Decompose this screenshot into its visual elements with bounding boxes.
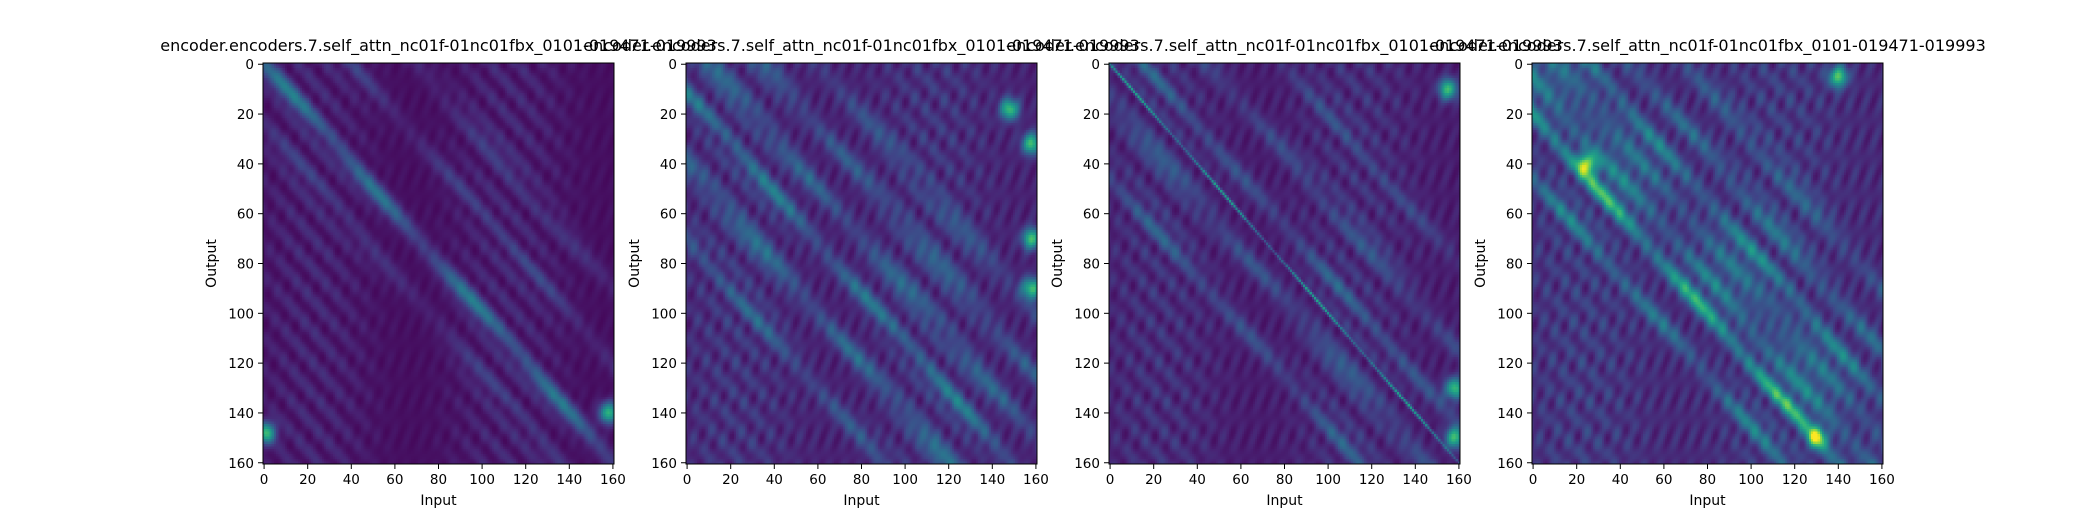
axes: 0 20 40 60 80 100 120 140 160 0 20 40 60 80 100 120 140 1… — [627, 57, 1049, 509]
y-tick-label: 60 — [660, 207, 677, 223]
x-tick-label: 120 — [513, 472, 539, 488]
x-tick-label: 120 — [1782, 472, 1808, 488]
y-tick-label: 20 — [1506, 107, 1523, 123]
y-tick-label: 120 — [228, 356, 254, 372]
heatmap-image — [1532, 63, 1883, 464]
x-tick-label: 100 — [1315, 472, 1341, 488]
y-tick-label: 100 — [1497, 306, 1523, 322]
heatmap-image — [686, 63, 1037, 464]
heatmap-panel-1: encoder.encoders.7.self_attn_nc01f-01nc0… — [0, 0, 717, 520]
y-tick-label: 100 — [1074, 306, 1100, 322]
x-tick-label: 140 — [1402, 472, 1428, 488]
x-tick-label: 40 — [1612, 472, 1629, 488]
x-tick-label: 40 — [766, 472, 783, 488]
heatmap-panel-3: encoder.encoders.7.self_attn_nc01f-01nc0… — [846, 0, 1563, 520]
y-tick-label: 80 — [1506, 257, 1523, 273]
y-axis-label: Output — [1050, 239, 1066, 288]
x-tick-label: 0 — [683, 472, 692, 488]
axes: 0 20 40 60 80 100 120 140 160 0 20 40 60 80 100 120 140 1… — [1473, 57, 1895, 509]
axes: 0 20 40 60 80 100 120 140 160 0 20 40 60 80 100 120 140 1… — [204, 57, 626, 509]
x-axis-label: Input — [420, 493, 457, 509]
y-tick-label: 20 — [1083, 107, 1100, 123]
x-tick-label: 60 — [1232, 472, 1249, 488]
y-tick-label: 160 — [228, 456, 254, 472]
chart-title: encoder.encoders.7.self_attn_nc01f-01nc0… — [583, 36, 1140, 55]
y-tick-label: 100 — [228, 306, 254, 322]
y-tick-label: 100 — [651, 306, 677, 322]
x-tick-label: 20 — [299, 472, 316, 488]
x-tick-label: 20 — [1145, 472, 1162, 488]
x-tick-label: 40 — [343, 472, 360, 488]
x-tick-label: 140 — [556, 472, 582, 488]
y-tick-label: 140 — [1497, 406, 1523, 422]
y-tick-label: 0 — [1091, 57, 1100, 73]
x-tick-label: 160 — [600, 472, 626, 488]
x-tick-label: 60 — [809, 472, 826, 488]
x-tick-label: 160 — [1869, 472, 1895, 488]
x-axis-label: Input — [1689, 493, 1726, 509]
chart-title: encoder.encoders.7.self_attn_nc01f-01nc0… — [160, 36, 717, 55]
axes: 0 20 40 60 80 100 120 140 160 0 20 40 60 80 100 120 140 1… — [1050, 57, 1472, 509]
y-tick-label: 40 — [660, 157, 677, 173]
y-tick-label: 140 — [651, 406, 677, 422]
heatmap-panel-2: encoder.encoders.7.self_attn_nc01f-01nc0… — [423, 0, 1140, 520]
x-tick-label: 120 — [1359, 472, 1385, 488]
y-tick-label: 0 — [1514, 57, 1523, 73]
x-tick-label: 140 — [1825, 472, 1851, 488]
y-tick-label: 60 — [237, 207, 254, 223]
heatmap-image — [263, 63, 614, 464]
y-tick-label: 120 — [651, 356, 677, 372]
x-axis-label: Input — [1266, 493, 1303, 509]
x-tick-label: 0 — [1106, 472, 1115, 488]
y-axis-label: Output — [1473, 239, 1489, 288]
x-tick-label: 100 — [469, 472, 495, 488]
y-tick-label: 80 — [1083, 257, 1100, 273]
x-tick-label: 160 — [1023, 472, 1049, 488]
x-tick-label: 140 — [979, 472, 1005, 488]
y-tick-label: 160 — [1074, 456, 1100, 472]
x-tick-label: 80 — [853, 472, 870, 488]
y-tick-label: 140 — [228, 406, 254, 422]
y-tick-label: 80 — [237, 257, 254, 273]
y-tick-label: 20 — [660, 107, 677, 123]
x-tick-label: 20 — [1568, 472, 1585, 488]
x-tick-label: 80 — [1276, 472, 1293, 488]
y-tick-label: 160 — [1497, 456, 1523, 472]
y-tick-label: 60 — [1083, 207, 1100, 223]
chart-title: encoder.encoders.7.self_attn_nc01f-01nc0… — [1429, 36, 1986, 55]
heatmap-image — [1109, 63, 1460, 464]
x-tick-label: 160 — [1446, 472, 1472, 488]
x-tick-label: 40 — [1189, 472, 1206, 488]
x-tick-label: 0 — [260, 472, 269, 488]
x-tick-label: 80 — [1699, 472, 1716, 488]
y-tick-label: 160 — [651, 456, 677, 472]
y-tick-label: 40 — [1083, 157, 1100, 173]
x-tick-label: 20 — [722, 472, 739, 488]
y-tick-label: 0 — [668, 57, 677, 73]
x-tick-label: 80 — [430, 472, 447, 488]
chart-title: encoder.encoders.7.self_attn_nc01f-01nc0… — [1006, 36, 1563, 55]
x-tick-label: 0 — [1529, 472, 1538, 488]
x-tick-label: 60 — [386, 472, 403, 488]
y-tick-label: 120 — [1497, 356, 1523, 372]
y-tick-label: 80 — [660, 257, 677, 273]
y-tick-label: 140 — [1074, 406, 1100, 422]
y-tick-label: 0 — [245, 57, 254, 73]
heatmap-panel-4: encoder.encoders.7.self_attn_nc01f-01nc0… — [1269, 0, 1986, 520]
x-tick-label: 120 — [936, 472, 962, 488]
x-tick-label: 100 — [892, 472, 918, 488]
x-tick-label: 100 — [1738, 472, 1764, 488]
y-axis-label: Output — [204, 239, 220, 288]
y-axis-label: Output — [627, 239, 643, 288]
y-tick-label: 60 — [1506, 207, 1523, 223]
y-tick-label: 120 — [1074, 356, 1100, 372]
x-tick-label: 60 — [1655, 472, 1672, 488]
y-tick-label: 40 — [237, 157, 254, 173]
y-tick-label: 40 — [1506, 157, 1523, 173]
y-tick-label: 20 — [237, 107, 254, 123]
x-axis-label: Input — [843, 493, 880, 509]
